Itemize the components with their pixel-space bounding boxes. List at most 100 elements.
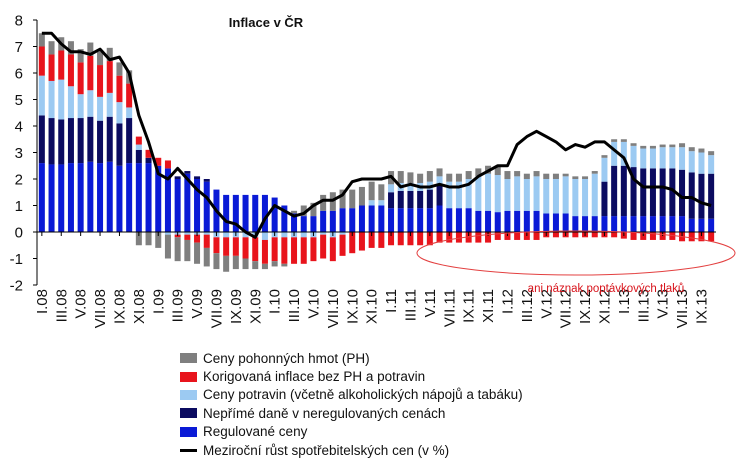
bar-regulovane-ceny-30 [329, 210, 336, 232]
bar-ceny-pohonnych-hmot-ph-14 [174, 237, 181, 262]
bar-regulovane-ceny-6 [97, 163, 104, 232]
bar-korigovana-inflace-bez-ph-a-potravin-49 [514, 232, 521, 240]
legend-swatch-regulated [180, 426, 197, 437]
bar-neprime-dane-v-neregulovanych-cenach-7 [106, 116, 113, 162]
bar-ceny-potravin-vcetne-alkoholickych-napoju-a-tabaku-38 [407, 182, 414, 191]
x-tick-label: III.11 [402, 289, 419, 321]
bar-ceny-pohonnych-hmot-ph-56 [582, 176, 589, 179]
bar-ceny-pohonnych-hmot-ph-43 [455, 173, 462, 182]
bar-ceny-pohonnych-hmot-ph-5 [87, 42, 94, 56]
bar-korigovana-inflace-bez-ph-a-potravin-12 [155, 157, 162, 166]
bar-korigovana-inflace-bez-ph-a-potravin-67 [688, 232, 695, 242]
bar-neprime-dane-v-neregulovanych-cenach-59 [611, 165, 618, 217]
bar-korigovana-inflace-bez-ph-a-potravin-37 [397, 232, 404, 246]
bar-korigovana-inflace-bez-ph-a-potravin-9 [126, 83, 133, 108]
legend-item-fuel: Ceny pohonných hmot (PH) [180, 349, 523, 367]
bar-regulovane-ceny-17 [203, 181, 210, 232]
x-tick-label: I.09 [150, 289, 167, 314]
bar-ceny-potravin-vcetne-alkoholickych-napoju-a-tabaku-44 [465, 179, 472, 209]
x-tick-label: XI.08 [131, 289, 148, 324]
bar-ceny-pohonnych-hmot-ph-31 [339, 189, 346, 209]
bar-ceny-pohonnych-hmot-ph-41 [436, 168, 443, 177]
bar-ceny-potravin-vcetne-alkoholickych-napoju-a-tabaku-1 [48, 80, 55, 119]
bar-regulovane-ceny-44 [465, 208, 472, 232]
bar-ceny-pohonnych-hmot-ph-60 [620, 139, 627, 142]
x-tick-label: III.12 [519, 289, 536, 322]
bar-regulovane-ceny-39 [417, 208, 424, 232]
bar-korigovana-inflace-bez-ph-a-potravin-39 [417, 232, 424, 246]
legend-label-core-inflation: Korigovaná inflace bez PH a potravin [203, 369, 426, 385]
bar-regulovane-ceny-43 [455, 208, 462, 232]
bar-korigovana-inflace-bez-ph-a-potravin-18 [213, 237, 220, 254]
bar-ceny-potravin-vcetne-alkoholickych-napoju-a-tabaku-69 [708, 155, 715, 174]
bar-ceny-potravin-vcetne-alkoholickych-napoju-a-tabaku-57 [591, 173, 598, 217]
bar-ceny-pohonnych-hmot-ph-52 [543, 173, 550, 179]
bar-regulovane-ceny-3 [67, 163, 74, 232]
bar-korigovana-inflace-bez-ph-a-potravin-25 [281, 237, 288, 264]
bar-korigovana-inflace-bez-ph-a-potravin-15 [184, 234, 191, 240]
bar-neprime-dane-v-neregulovanych-cenach-36 [388, 192, 395, 209]
bar-regulovane-ceny-65 [669, 216, 676, 232]
bar-ceny-potravin-vcetne-alkoholickych-napoju-a-tabaku-13 [164, 232, 171, 235]
bar-ceny-potravin-vcetne-alkoholickych-napoju-a-tabaku-54 [562, 176, 569, 214]
bar-ceny-pohonnych-hmot-ph-32 [349, 189, 356, 209]
bar-ceny-potravin-vcetne-alkoholickych-napoju-a-tabaku-8 [116, 102, 123, 124]
bar-ceny-pohonnych-hmot-ph-3 [67, 41, 74, 55]
bar-ceny-pohonnych-hmot-ph-54 [562, 173, 569, 177]
bar-neprime-dane-v-neregulovanych-cenach-67 [688, 172, 695, 219]
bar-korigovana-inflace-bez-ph-a-potravin-16 [194, 234, 201, 243]
bar-korigovana-inflace-bez-ph-a-potravin-1 [48, 54, 55, 81]
bar-neprime-dane-v-neregulovanych-cenach-69 [708, 173, 715, 219]
x-tick-label: III.13 [635, 289, 652, 322]
y-tick-label: 3 [15, 145, 23, 162]
bar-ceny-potravin-vcetne-alkoholickych-napoju-a-tabaku-10 [135, 144, 142, 150]
bar-neprime-dane-v-neregulovanych-cenach-41 [436, 184, 443, 206]
bar-neprime-dane-v-neregulovanych-cenach-17 [203, 179, 210, 182]
bar-ceny-pohonnych-hmot-ph-17 [203, 247, 210, 267]
bar-ceny-potravin-vcetne-alkoholickych-napoju-a-tabaku-6 [97, 96, 104, 121]
bar-korigovana-inflace-bez-ph-a-potravin-47 [494, 232, 501, 240]
legend-item-regulated: Regulované ceny [180, 423, 523, 441]
bar-ceny-potravin-vcetne-alkoholickych-napoju-a-tabaku-17 [203, 232, 210, 235]
bar-ceny-potravin-vcetne-alkoholickych-napoju-a-tabaku-36 [388, 184, 395, 193]
bar-regulovane-ceny-24 [271, 197, 278, 232]
bar-ceny-pohonnych-hmot-ph-37 [397, 171, 404, 183]
bar-ceny-pohonnych-hmot-ph-62 [640, 145, 647, 149]
x-tick-label: IX.12 [577, 289, 594, 324]
bar-neprime-dane-v-neregulovanych-cenach-16 [194, 176, 201, 179]
bar-regulovane-ceny-15 [184, 173, 191, 232]
bar-regulovane-ceny-1 [48, 164, 55, 232]
bar-regulovane-ceny-59 [611, 216, 618, 232]
x-tick-label: VII.10 [325, 289, 342, 328]
bar-ceny-potravin-vcetne-alkoholickych-napoju-a-tabaku-52 [543, 179, 550, 214]
x-tick-label: V.10 [305, 289, 322, 318]
bar-regulovane-ceny-47 [494, 212, 501, 233]
bar-ceny-potravin-vcetne-alkoholickych-napoju-a-tabaku-64 [659, 147, 666, 169]
bar-korigovana-inflace-bez-ph-a-potravin-42 [446, 232, 453, 243]
bar-neprime-dane-v-neregulovanych-cenach-68 [698, 173, 705, 219]
bar-ceny-potravin-vcetne-alkoholickych-napoju-a-tabaku-50 [523, 179, 530, 211]
bar-korigovana-inflace-bez-ph-a-potravin-3 [67, 54, 74, 87]
bar-regulovane-ceny-20 [232, 194, 239, 232]
bar-ceny-pohonnych-hmot-ph-38 [407, 172, 414, 183]
bar-ceny-pohonnych-hmot-ph-6 [97, 51, 104, 66]
legend-item-food: Ceny potravin (včetně alkoholických nápo… [180, 386, 523, 404]
bar-korigovana-inflace-bez-ph-a-potravin-13 [164, 160, 171, 169]
x-tick-label: III.09 [170, 289, 187, 322]
bar-ceny-potravin-vcetne-alkoholickych-napoju-a-tabaku-66 [679, 147, 686, 170]
bar-ceny-potravin-vcetne-alkoholickych-napoju-a-tabaku-23 [261, 232, 268, 240]
bar-korigovana-inflace-bez-ph-a-potravin-24 [271, 237, 278, 262]
bar-neprime-dane-v-neregulovanych-cenach-15 [184, 171, 191, 174]
legend-item-core-inflation: Korigovaná inflace bez PH a potravin [180, 367, 523, 385]
bar-ceny-pohonnych-hmot-ph-40 [426, 171, 433, 182]
legend-label-cpi: Meziroční růst spotřebitelských cen (v %… [203, 442, 450, 458]
legend-label-regulated: Regulované ceny [203, 424, 308, 440]
bar-regulovane-ceny-0 [38, 163, 45, 232]
x-tick-label: V.08 [73, 289, 90, 318]
legend-label-fuel: Ceny pohonných hmot (PH) [203, 350, 370, 366]
bar-ceny-pohonnych-hmot-ph-1 [48, 41, 55, 55]
x-tick-label: XI.09 [247, 289, 264, 324]
bar-ceny-pohonnych-hmot-ph-61 [630, 143, 637, 146]
